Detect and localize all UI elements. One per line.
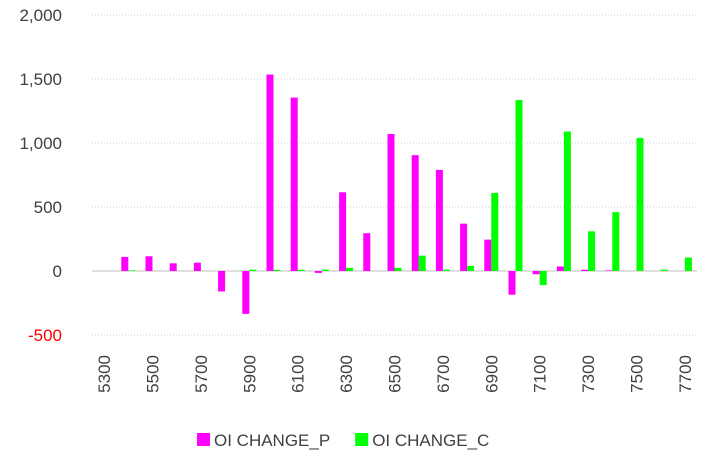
bar xyxy=(556,266,564,271)
bar xyxy=(484,239,492,271)
y-tick-label: 500 xyxy=(34,198,62,217)
bar xyxy=(314,271,322,273)
bar xyxy=(266,74,274,272)
x-tick-label: 6500 xyxy=(386,355,405,393)
bar xyxy=(193,262,201,271)
legend-label: OI CHANGE_P xyxy=(214,431,330,450)
bar xyxy=(128,270,136,271)
bar xyxy=(563,131,571,271)
bar xyxy=(460,223,468,271)
bar xyxy=(169,263,177,271)
bar xyxy=(605,270,613,271)
x-tick-label: 7700 xyxy=(676,355,695,393)
bar xyxy=(321,269,329,271)
bar xyxy=(242,271,250,314)
bar xyxy=(467,265,475,271)
bar xyxy=(491,192,499,271)
bar xyxy=(418,255,426,271)
bar xyxy=(435,169,443,271)
x-tick-label: 7500 xyxy=(628,355,647,393)
legend-swatch xyxy=(355,433,369,446)
x-tick-label: 6100 xyxy=(289,355,308,393)
bar xyxy=(588,231,596,271)
bar xyxy=(249,269,257,271)
bar xyxy=(346,267,354,271)
bar xyxy=(297,269,305,271)
bar xyxy=(612,212,620,271)
legend-label: OI CHANGE_C xyxy=(372,431,489,450)
x-tick-label: 6300 xyxy=(337,355,356,393)
y-tick-label: 1,500 xyxy=(19,70,62,89)
bar xyxy=(636,137,644,271)
bar xyxy=(363,233,371,271)
bar xyxy=(515,100,523,272)
bar xyxy=(387,134,395,271)
bar xyxy=(290,97,298,271)
bar xyxy=(273,269,281,271)
bar xyxy=(660,269,668,271)
bar xyxy=(442,269,450,271)
bar xyxy=(121,256,129,271)
bar xyxy=(539,271,547,286)
bar xyxy=(145,256,153,271)
bar xyxy=(508,271,516,295)
x-tick-label: 7300 xyxy=(579,355,598,393)
bar xyxy=(218,271,226,292)
bar xyxy=(411,155,419,271)
x-tick-label: 5300 xyxy=(95,355,114,393)
x-tick-label: 5900 xyxy=(240,355,259,393)
x-tick-label: 6700 xyxy=(434,355,453,393)
x-tick-label: 7100 xyxy=(531,355,550,393)
x-tick-label: 6900 xyxy=(482,355,501,393)
bar xyxy=(581,269,589,271)
x-tick-label: 5700 xyxy=(192,355,211,393)
y-tick-label: 0 xyxy=(53,262,62,281)
bar xyxy=(339,192,347,271)
bar xyxy=(684,257,692,271)
x-tick-label: 5500 xyxy=(144,355,163,393)
bar xyxy=(532,271,540,275)
y-tick-label: 1,000 xyxy=(19,134,62,153)
legend-swatch xyxy=(197,433,210,446)
y-tick-label: 2,000 xyxy=(19,6,62,25)
bar xyxy=(394,267,402,271)
y-tick-label: -500 xyxy=(28,326,62,345)
